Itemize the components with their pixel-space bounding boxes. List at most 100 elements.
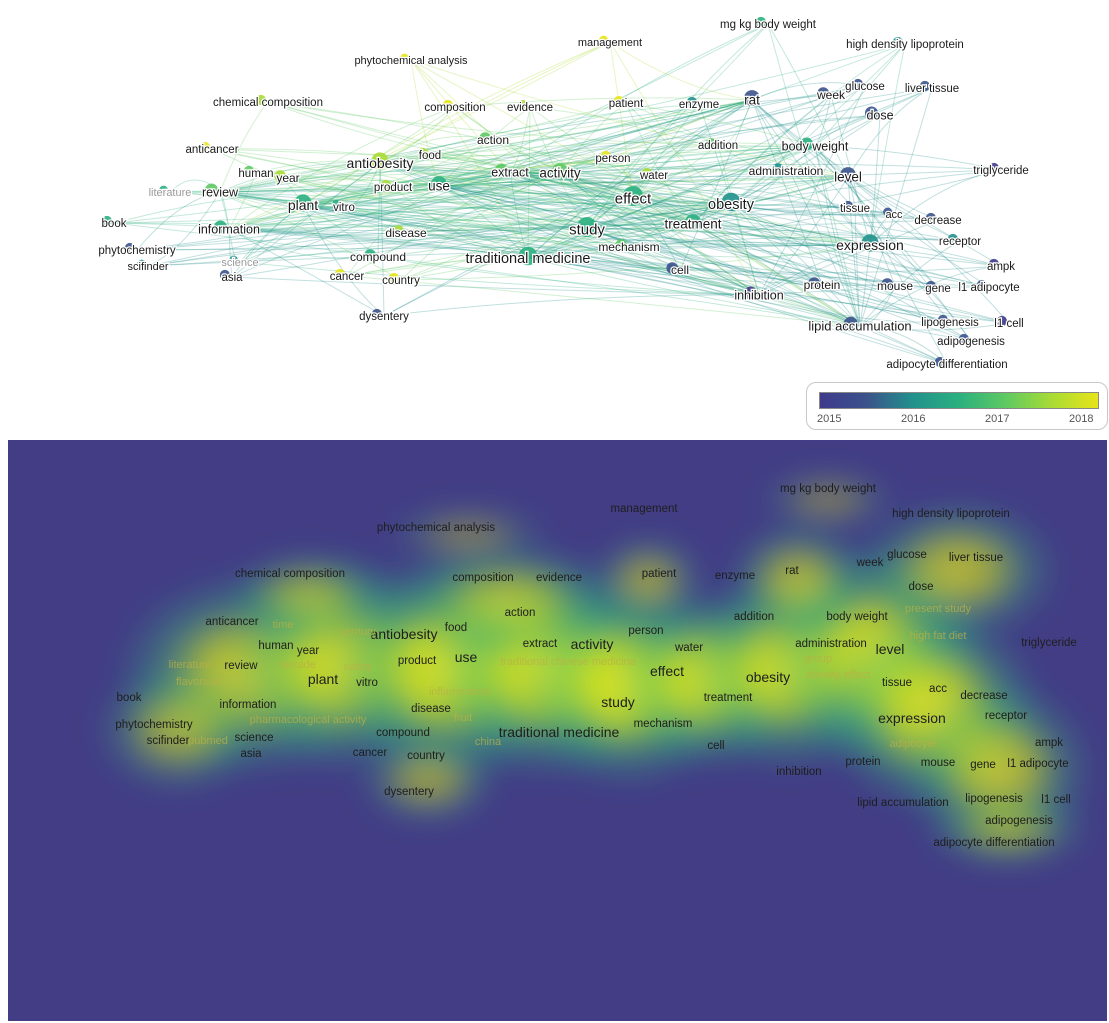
node-lipid-accumulation[interactable] [843,316,858,332]
term-label-expression[interactable]: expression [835,236,905,255]
node-person[interactable] [600,150,612,162]
node-phytochemical-analysis[interactable] [400,53,409,63]
density-label-year[interactable]: year [297,645,320,657]
node-inhibition[interactable] [744,286,757,300]
term-label-information[interactable]: information [197,221,261,238]
density-label-acc[interactable]: acc [929,683,947,695]
density-label-l1-adipocyte[interactable]: l1 adipocyte [1007,758,1068,770]
density-label-antiobesity[interactable]: antiobesity [371,626,438,642]
density-label-group[interactable]: group [804,653,832,665]
node-tissue[interactable] [842,200,854,212]
density-label-high-fat-diet[interactable]: high fat diet [910,630,967,642]
node-review[interactable] [205,183,218,197]
node-rat[interactable] [744,90,760,106]
node-evidence[interactable] [517,99,529,111]
density-label-body-weight[interactable]: body weight [826,611,888,623]
node-protein[interactable] [808,277,820,289]
density-label-compound[interactable]: compound [376,727,430,739]
term-label-liver-tissue[interactable]: liver tissue [904,82,961,97]
density-label-water[interactable]: water [674,642,703,654]
term-label-mg-kg-body-weight[interactable]: mg kg body weight [719,18,818,33]
density-label-action[interactable]: action [505,607,536,619]
term-label-cell[interactable]: cell [670,262,691,279]
density-label-fruit[interactable]: fruit [454,712,472,724]
term-label-science[interactable]: science [220,256,260,271]
density-label-literature[interactable]: literature [169,659,212,671]
density-label-gene[interactable]: gene [970,759,996,771]
term-label-ampk[interactable]: ampk [986,260,1017,275]
term-label-glucose[interactable]: glucose [844,80,886,95]
node-effect[interactable] [623,186,643,206]
density-label-time[interactable]: time [273,619,294,631]
density-label-triglyceride[interactable]: triglyceride [1021,637,1077,649]
node-water[interactable] [641,167,653,179]
node-triglyceride[interactable] [988,162,1000,174]
density-label-mg-kg-body-weight[interactable]: mg kg body weight [780,483,877,495]
node-phytochemistry[interactable] [124,242,135,254]
density-label-obesity[interactable]: obesity [746,669,790,685]
node-mg-kg-body-weight[interactable] [755,16,767,28]
term-label-country[interactable]: country [381,274,421,289]
density-label-mouse[interactable]: mouse [921,757,956,769]
density-label-treatment[interactable]: treatment [704,692,753,704]
density-label-receptor[interactable]: receptor [985,710,1027,722]
density-label-liver-tissue[interactable]: liver tissue [949,552,1003,564]
density-label-ampk[interactable]: ampk [1035,737,1063,749]
node-administration[interactable] [772,163,784,175]
density-label-china[interactable]: china [475,736,502,748]
density-label-expression[interactable]: expression [878,710,946,726]
node-acc[interactable] [883,207,892,217]
term-label-treatment[interactable]: treatment [663,215,723,233]
node-enzyme[interactable] [686,96,698,108]
term-label-mechanism[interactable]: mechanism [597,239,661,256]
term-label-antiobesity[interactable]: antiobesity [345,154,414,173]
density-label-use[interactable]: use [455,649,478,665]
density-label-level[interactable]: level [876,641,905,657]
density-label-lipid-accumulation[interactable]: lipid accumulation [857,797,948,809]
term-label-protein[interactable]: protein [802,277,841,294]
node-science[interactable] [229,255,239,265]
density-label-country[interactable]: country [407,750,445,762]
term-label-evidence[interactable]: evidence [506,101,555,116]
density-label-week[interactable]: week [856,557,884,569]
density-label-enzyme[interactable]: enzyme [715,570,755,582]
term-label-administration[interactable]: administration [747,163,824,180]
term-label-human[interactable]: human [237,167,275,182]
term-label-week[interactable]: week [815,87,848,104]
node-plant[interactable] [294,194,312,212]
density-label-scifinder[interactable]: scifinder [147,735,190,747]
node-l1-cell[interactable] [996,315,1008,327]
density-label-lipogenesis[interactable]: lipogenesis [965,793,1023,805]
node-adipocyte-differentiation[interactable] [934,356,946,368]
density-label-management[interactable]: management [610,503,678,515]
density-label-person[interactable]: person [628,625,663,637]
node-patient[interactable] [613,95,625,107]
density-label-flavonoid[interactable]: flavonoid [176,676,220,688]
density-label-traditional-chinese-medicine[interactable]: traditional chinese medicine [500,656,636,668]
node-liver-tissue[interactable] [919,80,931,92]
node-product[interactable] [380,179,391,191]
term-label-decrease[interactable]: decrease [913,214,963,229]
density-label-extract[interactable]: extract [523,638,558,650]
node-year[interactable] [274,170,287,182]
term-label-level[interactable]: level [833,168,863,186]
term-label-body-weight[interactable]: body weight [780,138,850,155]
density-label-present-study[interactable]: present study [905,603,972,615]
density-label-tissue[interactable]: tissue [882,677,912,689]
term-label-disease[interactable]: disease [384,225,428,242]
node-obesity[interactable] [721,192,741,212]
node-level[interactable] [840,167,856,183]
density-label-activity[interactable]: activity [571,636,614,652]
node-scifinder[interactable] [137,259,147,269]
node-treatment[interactable] [685,214,701,230]
node-l1-adipocyte[interactable] [976,279,988,291]
term-label-dysentery[interactable]: dysentery [358,310,411,325]
node-adipogenesis[interactable] [958,333,970,345]
density-label-inhibition[interactable]: inhibition [776,766,821,778]
node-dysentery[interactable] [371,308,382,320]
node-literature[interactable] [159,185,169,195]
term-label-dose[interactable]: dose [865,107,895,124]
density-label-evidence[interactable]: evidence [536,572,582,584]
term-label-management[interactable]: management [577,36,644,51]
density-label-traditional-medicine[interactable]: traditional medicine [499,724,620,740]
